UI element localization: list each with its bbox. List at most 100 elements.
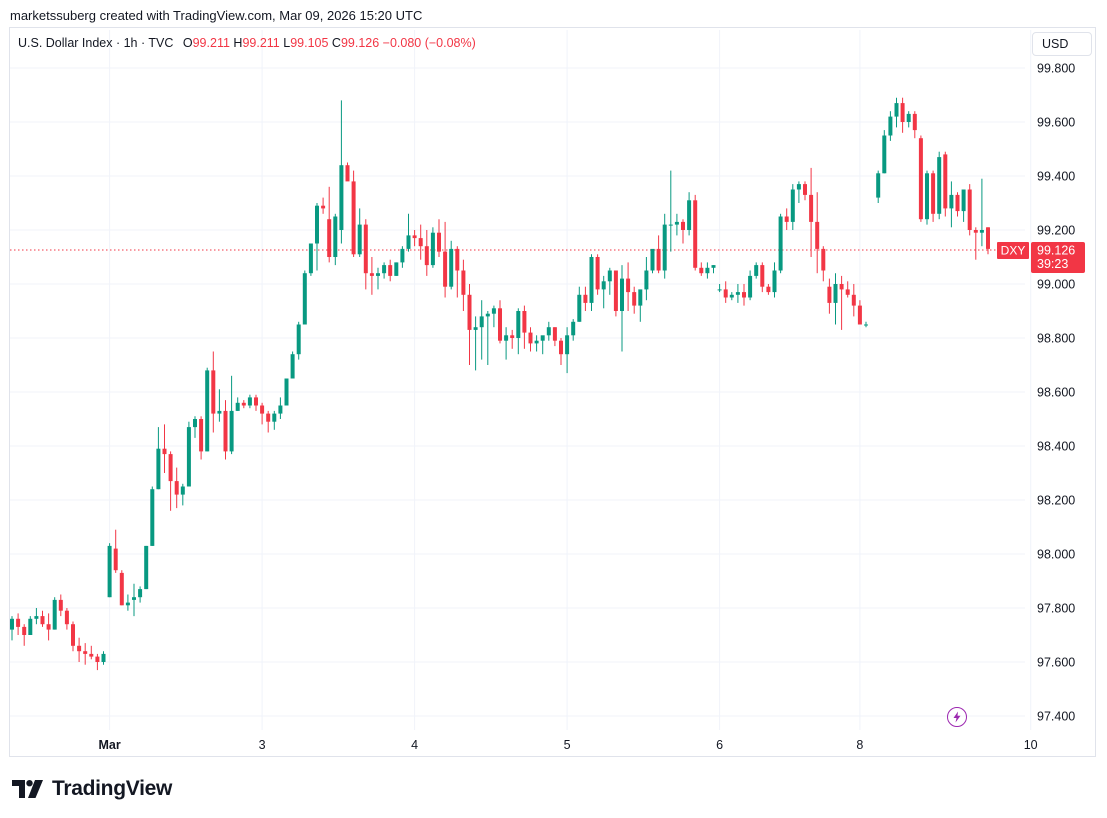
- candle: [796, 184, 801, 190]
- candle: [132, 597, 136, 600]
- candle: [46, 624, 51, 630]
- candle: [162, 448, 167, 455]
- candle: [52, 599, 57, 630]
- candle: [278, 405, 283, 414]
- candle: [693, 200, 698, 268]
- tradingview-logo-icon: [12, 780, 43, 798]
- candle: [351, 181, 356, 255]
- candle: [973, 230, 978, 233]
- candle: [125, 602, 130, 606]
- y-tick-label: 97.400: [1037, 710, 1075, 724]
- candle: [918, 138, 923, 220]
- price-tag-value: 99.126: [1037, 243, 1075, 257]
- candle: [247, 397, 252, 406]
- y-tick-label: 99.400: [1037, 170, 1075, 184]
- candle: [467, 294, 472, 330]
- candle: [900, 103, 905, 122]
- candle: [735, 292, 740, 295]
- candle: [473, 327, 478, 330]
- candle: [613, 270, 618, 311]
- candle: [272, 413, 277, 422]
- candle: [363, 224, 368, 274]
- candle: [223, 410, 228, 452]
- x-tick-label: 8: [856, 738, 863, 752]
- candle: [193, 419, 197, 428]
- candle: [485, 313, 490, 317]
- candle: [937, 157, 942, 214]
- candle: [888, 116, 893, 136]
- low-label: L: [283, 36, 291, 50]
- candle: [632, 292, 637, 306]
- candle: [254, 397, 258, 406]
- candle: [443, 251, 448, 287]
- candle: [424, 246, 429, 266]
- candle: [156, 448, 161, 490]
- candle: [699, 267, 704, 274]
- candle: [644, 270, 649, 290]
- y-tick-label: 98.800: [1037, 332, 1075, 346]
- high-label: H: [233, 36, 243, 50]
- candle: [327, 219, 332, 257]
- candle: [925, 173, 929, 220]
- candle: [833, 284, 838, 303]
- candle: [58, 599, 63, 611]
- ticker-tag: [997, 241, 1029, 259]
- candle: [882, 135, 887, 174]
- candle: [461, 270, 466, 295]
- candle: [821, 248, 826, 271]
- candle: [943, 154, 948, 209]
- candle: [827, 286, 832, 303]
- lightning-bolt-icon[interactable]: [947, 707, 967, 727]
- x-tick-label: 3: [259, 738, 266, 752]
- tradingview-logo[interactable]: TradingView: [12, 776, 172, 802]
- candle: [83, 651, 88, 654]
- candle: [595, 257, 600, 290]
- candle: [906, 113, 911, 122]
- candle: [754, 265, 759, 276]
- candle: [455, 248, 460, 271]
- candle: [229, 410, 234, 452]
- candle: [199, 419, 204, 452]
- candle: [760, 265, 765, 287]
- candle: [339, 165, 344, 230]
- ohlc-legend: U.S. Dollar Index · 1h · TVC O99.211 H99…: [18, 36, 476, 50]
- candle: [876, 173, 881, 198]
- candle: [406, 235, 411, 249]
- candle: [803, 184, 807, 195]
- candle: [101, 653, 106, 662]
- open-label: O: [182, 36, 193, 50]
- candle: [687, 200, 692, 230]
- symbol-title: U.S. Dollar Index · 1h · TVC: [18, 36, 174, 50]
- candle: [815, 221, 820, 249]
- candle: [528, 332, 533, 344]
- candle: [376, 273, 380, 276]
- x-tick-label: 6: [716, 738, 723, 752]
- y-tick-label: 97.800: [1037, 602, 1075, 616]
- candle: [345, 165, 350, 182]
- high-value: 99.211: [242, 36, 280, 50]
- candle: [638, 289, 643, 306]
- candle: [784, 216, 789, 222]
- candle: [400, 248, 405, 263]
- y-tick-label: 98.400: [1037, 440, 1075, 454]
- candle: [516, 311, 521, 338]
- candle: [742, 292, 746, 298]
- candle: [40, 616, 45, 625]
- candle: [394, 262, 399, 276]
- candle: [95, 656, 100, 662]
- candle: [845, 289, 850, 295]
- x-tick-label: 5: [564, 738, 571, 752]
- candle: [16, 618, 21, 627]
- candle: [211, 370, 216, 414]
- candle: [186, 427, 191, 487]
- currency-button[interactable]: USD: [1032, 32, 1092, 56]
- y-tick-label: 98.600: [1037, 386, 1075, 400]
- candle: [357, 224, 362, 255]
- y-tick-label: 99.000: [1037, 278, 1075, 292]
- candle: [681, 221, 685, 230]
- chart-frame[interactable]: [9, 27, 1096, 757]
- candle: [64, 610, 69, 625]
- candle: [668, 224, 673, 226]
- candle: [534, 340, 539, 344]
